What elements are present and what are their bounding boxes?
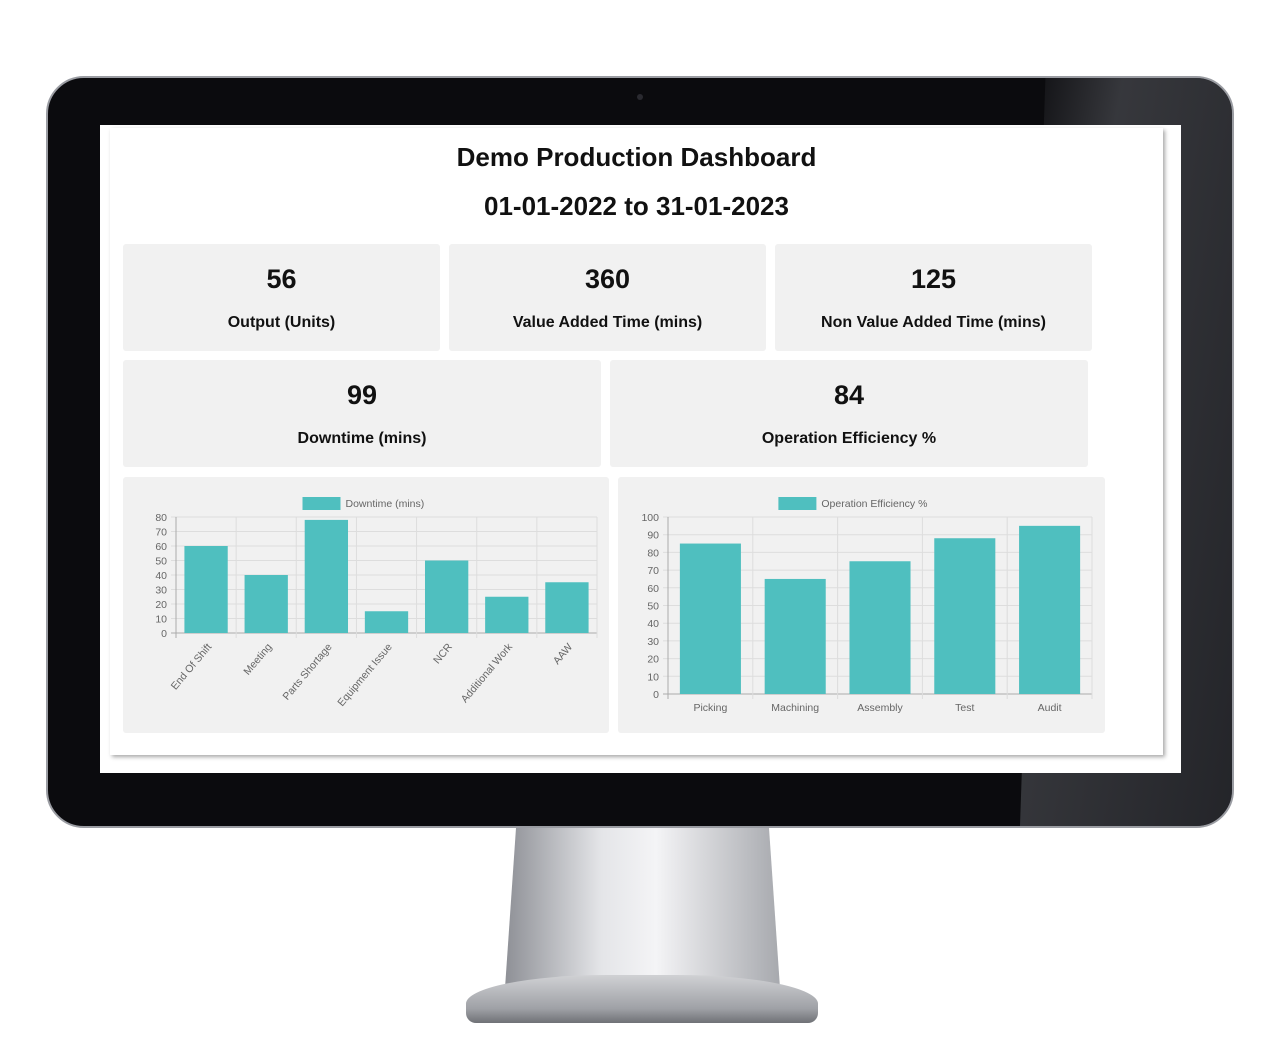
kpi-value: 56	[266, 264, 297, 294]
x-tick-label: Picking	[693, 702, 727, 714]
y-tick-label: 70	[155, 527, 167, 539]
webcam	[637, 94, 643, 100]
x-tick-label: Machining	[771, 702, 819, 714]
kpi-output: 56 Output (Units)	[123, 244, 440, 351]
efficiency-chart-panel: Operation Efficiency % 0 10 20 30 40 50 60 70 80 9…	[618, 477, 1105, 733]
kpi-non-value-added-time: 125 Non Value Added Time (mins)	[775, 244, 1092, 351]
kpi-operation-efficiency: 84 Operation Efficiency %	[610, 360, 1088, 467]
bar	[424, 560, 469, 633]
kpi-label: Non Value Added Time (mins)	[821, 314, 1046, 331]
x-tick-label: Meeting	[241, 641, 274, 677]
y-tick-label: 70	[647, 565, 659, 577]
x-tick-label: Equipment Issue	[335, 641, 395, 709]
bar	[364, 611, 409, 633]
x-tick-label: End Of Shift	[169, 641, 215, 692]
x-tick-label: Assembly	[857, 702, 903, 714]
legend-swatch	[778, 497, 817, 510]
x-tick-label: NCR	[431, 641, 455, 666]
bar	[1019, 525, 1081, 694]
bar	[679, 543, 741, 694]
downtime-chart: Downtime (mins) 0 10 20 30 40 50 60 70 80 End Of S…	[155, 497, 598, 709]
y-tick-label: 50	[155, 556, 167, 568]
y-tick-label: 0	[161, 628, 167, 640]
bar	[244, 575, 288, 633]
kpi-label: Value Added Time (mins)	[512, 314, 703, 331]
y-tick-label: 60	[647, 583, 659, 595]
kpi-value: 99	[346, 380, 378, 410]
monitor-stand-base	[466, 975, 818, 1023]
y-tick-label: 20	[155, 599, 167, 611]
y-tick-label: 60	[155, 541, 167, 553]
kpi-value: 360	[584, 264, 631, 294]
x-tick-label: Test	[955, 702, 974, 714]
y-tick-label: 0	[653, 689, 659, 701]
page-title: Demo Production Dashboard	[456, 142, 817, 172]
y-tick-label: 100	[641, 512, 659, 524]
x-tick-label: Additional Work	[459, 641, 516, 705]
legend-label: Operation Efficiency %	[821, 498, 927, 510]
bar	[184, 546, 228, 633]
y-tick-label: 30	[647, 636, 659, 648]
bar	[934, 538, 996, 694]
bar	[485, 596, 529, 633]
bar	[545, 582, 589, 633]
date-range: 01-01-2022 to 31-01-2023	[484, 191, 789, 221]
y-tick-label: 40	[155, 570, 167, 582]
kpi-label: Operation Efficiency %	[761, 430, 937, 447]
x-tick-label: Parts Shortage	[280, 641, 334, 702]
x-tick-label: Audit	[1038, 702, 1062, 714]
legend-swatch	[302, 497, 341, 510]
y-tick-label: 10	[647, 671, 659, 683]
kpi-label: Downtime (mins)	[297, 430, 427, 447]
downtime-chart-panel: Downtime (mins) 0 10 20 30 40 50 60 70 80 End Of S…	[123, 477, 609, 733]
kpi-label: Output (Units)	[227, 314, 336, 331]
kpi-value: 125	[910, 264, 957, 294]
x-tick-label: AAW	[551, 641, 575, 667]
bar	[849, 561, 911, 694]
kpi-value-added-time: 360 Value Added Time (mins)	[449, 244, 766, 351]
kpi-value: 84	[833, 380, 865, 410]
y-tick-label: 50	[647, 601, 659, 613]
bar	[764, 578, 826, 694]
monitor-stand-neck	[505, 828, 780, 988]
y-tick-label: 90	[647, 530, 659, 542]
y-tick-label: 20	[647, 654, 659, 666]
bar	[304, 519, 349, 633]
y-tick-label: 30	[155, 585, 167, 597]
efficiency-chart: Operation Efficiency % 0 10 20 30 40 50 60 70 80 9…	[641, 497, 1093, 714]
kpi-downtime: 99 Downtime (mins)	[123, 360, 601, 467]
legend-label: Downtime (mins)	[346, 498, 425, 510]
y-tick-label: 80	[647, 547, 659, 559]
y-tick-label: 80	[155, 512, 167, 524]
y-tick-label: 40	[647, 618, 659, 630]
y-tick-label: 10	[155, 614, 167, 626]
